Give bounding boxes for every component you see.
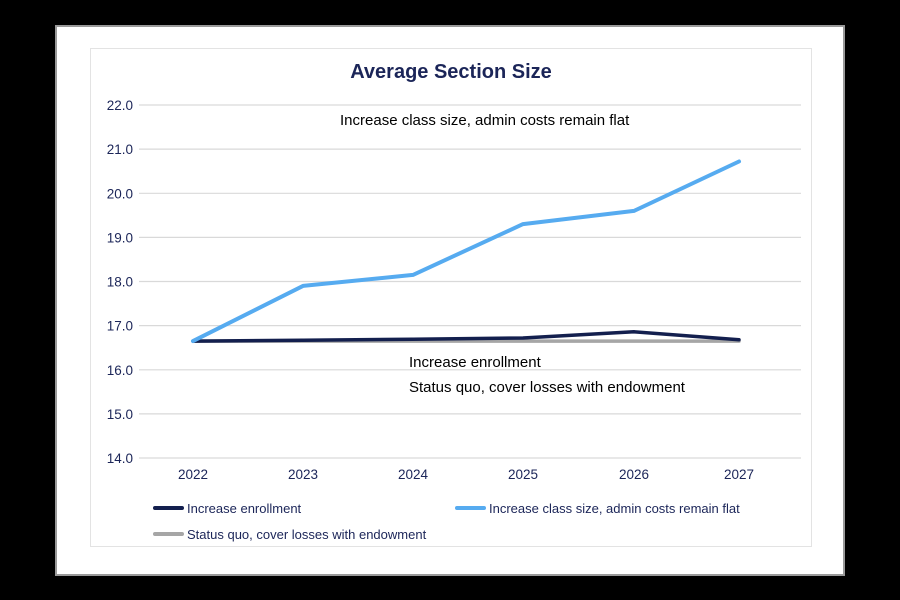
- y-axis-tick-label: 22.0: [107, 98, 133, 113]
- legend-swatch-status-quo: [153, 532, 184, 536]
- y-axis-tick-label: 19.0: [107, 230, 133, 245]
- legend-item-status-quo: Status quo, cover losses with endowment: [153, 526, 426, 542]
- x-axis-tick-label: 2025: [508, 467, 538, 482]
- annotation-increase-enrollment: Increase enrollment: [409, 354, 541, 371]
- annotation-status-quo: Status quo, cover losses with endowment: [409, 379, 685, 396]
- legend-label-increase-enrollment: Increase enrollment: [187, 500, 302, 516]
- x-axis-tick-label: 2024: [398, 467, 429, 482]
- x-axis-tick-label: 2022: [178, 467, 208, 482]
- x-axis-tick-label: 2023: [288, 467, 318, 482]
- line-chart: 14.0 15.0 16.0 17.0 18.0 19.0 20.0 21.0 22.0 2022…: [107, 98, 801, 482]
- series-line-increase-enrollment: [191, 330, 741, 343]
- legend-label-increase-class-size: Increase class size, admin costs remain …: [489, 500, 740, 516]
- y-axis-tick-label: 16.0: [107, 363, 133, 378]
- x-axis-tick-label: 2027: [724, 467, 754, 482]
- chart-title: Average Section Size: [350, 61, 552, 83]
- legend-item-increase-enrollment: Increase enrollment: [153, 500, 301, 516]
- y-axis-tick-label: 15.0: [107, 407, 133, 422]
- legend-swatch-increase-class-size: [455, 506, 486, 510]
- y-axis-tick-label: 17.0: [107, 319, 133, 334]
- y-axis-tick-label: 21.0: [107, 142, 133, 157]
- annotation-increase-class-size: Increase class size, admin costs remain …: [340, 112, 630, 129]
- legend-item-increase-class-size: Increase class size, admin costs remain …: [455, 500, 740, 516]
- x-axis-tick-label: 2026: [619, 467, 649, 482]
- legend-swatch-increase-enrollment: [153, 506, 184, 510]
- y-axis-tick-label: 20.0: [107, 186, 133, 201]
- page: Average Section Size 14.0 15.0 16.0 17.0 18.…: [55, 25, 845, 576]
- y-axis-tick-label: 18.0: [107, 275, 133, 290]
- chart-card: Average Section Size 14.0 15.0 16.0 17.0 18.…: [90, 48, 812, 547]
- series-line-increase-class-size: [191, 159, 741, 344]
- legend-label-status-quo: Status quo, cover losses with endowment: [187, 526, 427, 542]
- annotation-flat-series-group: Increase enrollment Status quo, cover lo…: [409, 350, 685, 400]
- y-axis-tick-label: 14.0: [107, 451, 133, 466]
